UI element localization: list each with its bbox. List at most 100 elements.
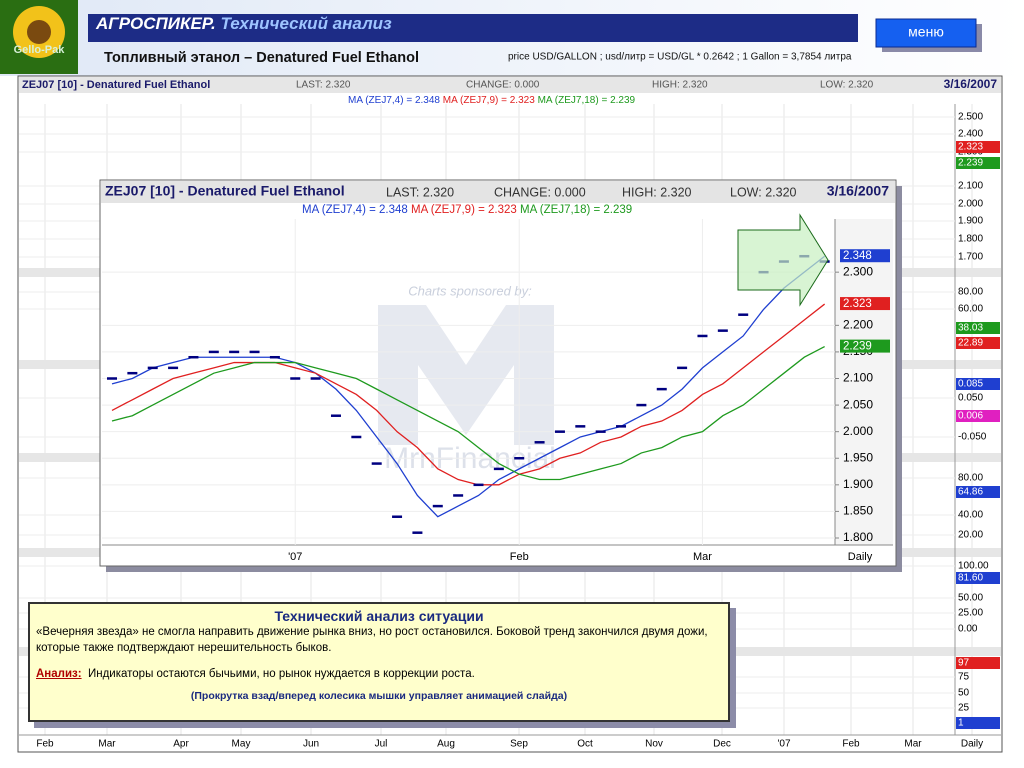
bg-value-box bbox=[956, 657, 1000, 669]
subtitle: Топливный этанол – Denatured Fuel Ethano… bbox=[104, 50, 419, 66]
bg-month: Apr bbox=[173, 739, 189, 750]
bg-month: May bbox=[232, 739, 251, 750]
bg-month: Jun bbox=[303, 739, 319, 750]
bg-tick-label: 2.500 bbox=[958, 112, 983, 123]
inset-header bbox=[101, 181, 895, 203]
y-tick-label: 1.850 bbox=[843, 504, 873, 518]
inset-low: LOW: 2.320 bbox=[730, 185, 797, 199]
bg-tick-label: 1.800 bbox=[958, 234, 983, 245]
bg-month: Nov bbox=[645, 739, 663, 750]
bg-tick-label: -0.050 bbox=[958, 432, 987, 443]
plot: 1.8001.8501.9001.9502.0002.0502.1002.150… bbox=[102, 219, 890, 563]
y-tick-label: 2.000 bbox=[843, 424, 873, 438]
bg-value-label: 0.085 bbox=[958, 379, 983, 390]
bg-month: Feb bbox=[842, 739, 860, 750]
menu-button[interactable] bbox=[875, 18, 977, 48]
bg-tick-label: 50.00 bbox=[958, 593, 983, 604]
bg-value-box bbox=[956, 572, 1000, 584]
end-label: 2.348 bbox=[843, 250, 872, 262]
end-label: 2.239 bbox=[843, 341, 872, 353]
bg-month: Daily bbox=[961, 739, 983, 750]
bg-ma: MA (ZEJ7,4) = 2.348 MA (ZEJ7,9) = 2.323 … bbox=[348, 95, 636, 106]
bg-change: CHANGE: 0.000 bbox=[466, 80, 540, 91]
x-tick-label: '07 bbox=[288, 551, 302, 563]
y-tick-label: 1.900 bbox=[843, 477, 873, 491]
x-tick-label: Mar bbox=[693, 551, 712, 563]
legend-entry: MA (ZEJ7,9) = 2.323 bbox=[411, 204, 517, 216]
ma-line bbox=[111, 346, 825, 481]
analysis-box: Технический анализ ситуации «Вечерняя зв… bbox=[28, 602, 730, 722]
x-axis-label: Daily bbox=[848, 551, 873, 563]
bg-tick-label: 40.00 bbox=[958, 510, 983, 521]
inset-change: CHANGE: 0.000 bbox=[494, 185, 586, 199]
bg-chart-header bbox=[19, 77, 1001, 93]
analysis-text: «Вечерняя звезда» не смогла направить дв… bbox=[36, 626, 708, 654]
bg-tick-label: 25.00 bbox=[958, 608, 983, 619]
y-tick-label: 2.050 bbox=[843, 397, 873, 411]
bg-value-label: 2.239 bbox=[958, 158, 983, 169]
y-tick-label: 1.950 bbox=[843, 450, 873, 464]
bg-value-label: 38.03 bbox=[958, 323, 983, 334]
bg-tick-label: 1.900 bbox=[958, 216, 983, 227]
bg-last: LAST: 2.320 bbox=[296, 80, 351, 91]
y-tick-label: 1.800 bbox=[843, 530, 873, 544]
menu-label[interactable]: меню bbox=[908, 24, 944, 40]
logo-text: Gello-Pak bbox=[14, 44, 66, 56]
bg-month: Mar bbox=[98, 739, 116, 750]
bg-value-box bbox=[956, 717, 1000, 729]
inset-axis-strip bbox=[835, 219, 893, 545]
bg-value-box bbox=[956, 141, 1000, 153]
ma-line bbox=[111, 303, 826, 486]
legend-entry: MA (ZEJ7,4) = 2.348 bbox=[302, 204, 408, 216]
title-bar bbox=[88, 14, 858, 42]
bg-month: Sep bbox=[510, 739, 528, 750]
ma-line bbox=[111, 255, 826, 518]
inset-date: 3/16/2007 bbox=[827, 183, 889, 199]
bg-month: Feb bbox=[36, 739, 54, 750]
analysis-row: Анализ: Индикаторы остаются бычьими, но … bbox=[36, 666, 722, 682]
bg-tick-label: 0.00 bbox=[958, 624, 978, 635]
legend: MA (ZEJ7,4) = 2.348 MA (ZEJ7,9) = 2.323 … bbox=[302, 204, 632, 216]
bg-month: Jul bbox=[375, 739, 388, 750]
bg-value-box bbox=[956, 378, 1000, 390]
bg-value-box bbox=[956, 157, 1000, 169]
bg-value-label: 22.89 bbox=[958, 338, 983, 349]
bg-low: LOW: 2.320 bbox=[820, 80, 874, 91]
analysis-footnote: (Прокрутка взад/вперед колесика мышки уп… bbox=[190, 690, 568, 702]
bg-date: 3/16/2007 bbox=[944, 77, 998, 91]
y-tick-label: 2.200 bbox=[843, 318, 873, 332]
bg-value-box bbox=[956, 337, 1000, 349]
end-box bbox=[840, 297, 890, 311]
analysis-label: Анализ: bbox=[36, 668, 82, 680]
bg-month: Oct bbox=[577, 739, 593, 750]
bg-tick-label: 60.00 bbox=[958, 304, 983, 315]
logo-center bbox=[27, 20, 51, 44]
bg-tick-label: 80.00 bbox=[958, 473, 983, 484]
bg-value-box bbox=[956, 486, 1000, 498]
bg-tick-label: 1.700 bbox=[958, 252, 983, 263]
bg-month: Mar bbox=[904, 739, 922, 750]
end-label: 2.323 bbox=[843, 298, 872, 310]
watermark-logo bbox=[378, 305, 554, 445]
analysis-conclusion: Индикаторы остаются бычьими, но рынок ну… bbox=[87, 668, 475, 680]
bg-value-label: 1 bbox=[958, 718, 964, 729]
bg-tick-label: 25 bbox=[958, 703, 970, 714]
bg-tick-label: 2.000 bbox=[958, 199, 983, 210]
bg-tick-label: 100.00 bbox=[958, 561, 989, 572]
sideways-arrow bbox=[737, 213, 829, 307]
bg-value-label: 81.60 bbox=[958, 573, 983, 584]
watermark: Charts sponsored by: bbox=[408, 283, 532, 298]
bg-month: Aug bbox=[437, 739, 455, 750]
bg-tick-label: 75 bbox=[958, 672, 970, 683]
inset-high: HIGH: 2.320 bbox=[622, 185, 692, 199]
bg-value-label: 2.323 bbox=[958, 142, 983, 153]
y-tick-label: 2.100 bbox=[843, 371, 873, 385]
bg-tick-label: 50 bbox=[958, 688, 970, 699]
bg-high: HIGH: 2.320 bbox=[652, 80, 708, 91]
bg-value-box bbox=[956, 322, 1000, 334]
bg-month: Dec bbox=[713, 739, 731, 750]
bg-tick-label: 2.100 bbox=[958, 181, 983, 192]
bg-value-label: 64.86 bbox=[958, 487, 983, 498]
bg-value-box bbox=[956, 410, 1000, 422]
